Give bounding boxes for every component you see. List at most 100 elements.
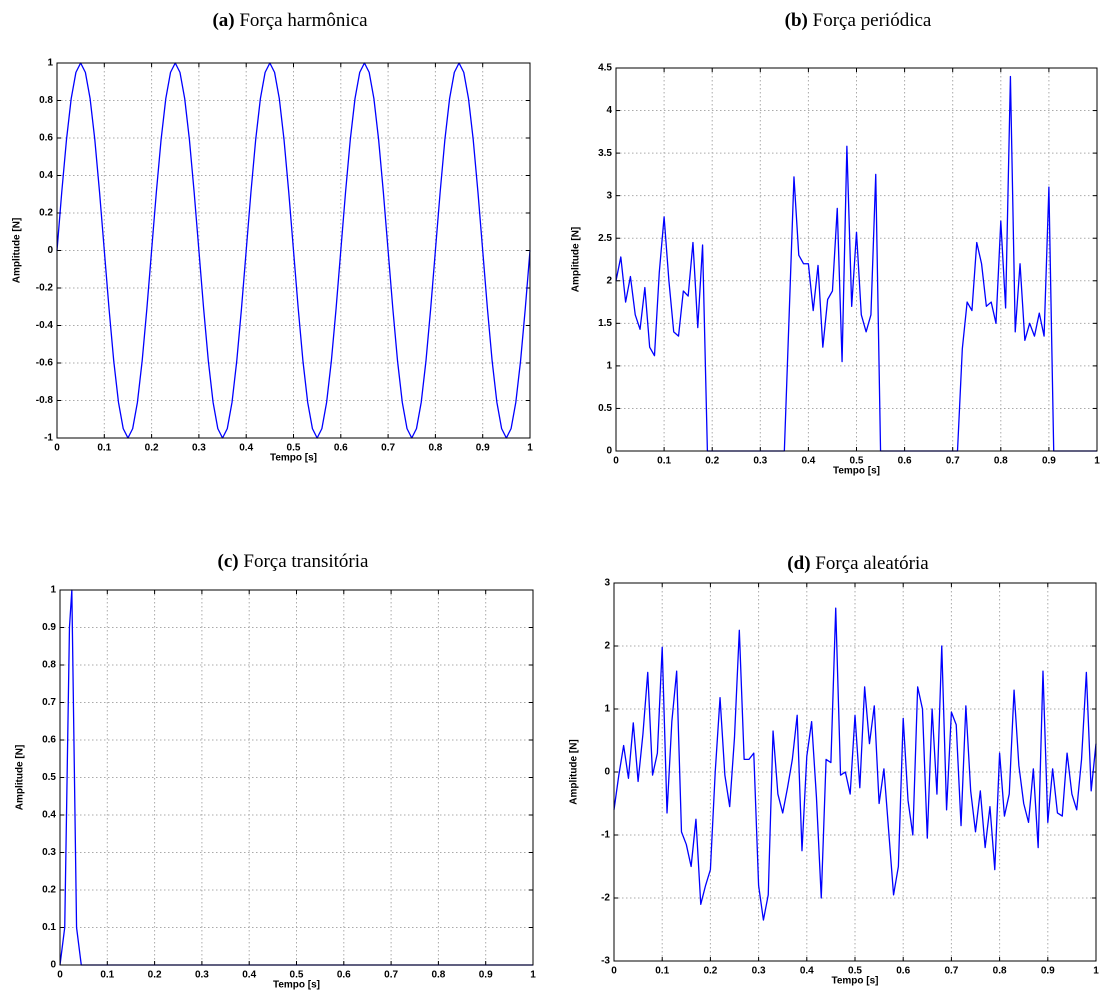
y-tick-label: -0.2 (36, 283, 54, 294)
panel-label: (d) (787, 553, 810, 574)
data-line (56, 62, 531, 439)
y-tick-label: 0.3 (42, 847, 56, 858)
y-tick-label: -1 (601, 830, 610, 841)
panel-label: (a) (212, 10, 234, 31)
x-axis-label: Tempo [s] (831, 976, 878, 987)
subplot-title: (b) Força periódica (785, 10, 932, 31)
x-tick-label: 0.2 (145, 443, 159, 454)
x-tick-label: 0.8 (994, 456, 1008, 467)
y-tick-label: 1 (47, 58, 53, 69)
y-tick-label: 0.6 (42, 735, 56, 746)
x-tick-label: 0.4 (801, 456, 815, 467)
x-tick-label: 0.3 (195, 970, 209, 981)
x-tick-label: 0 (57, 970, 63, 981)
title-text: Força periódica (813, 10, 932, 31)
y-tick-label: 0.9 (42, 622, 56, 633)
x-tick-label: 0.7 (944, 966, 958, 977)
x-tick-label: 0.8 (993, 966, 1007, 977)
y-tick-label: 3.5 (598, 148, 612, 159)
x-tick-label: 0.3 (192, 443, 206, 454)
x-tick-label: 0.6 (337, 970, 351, 981)
title-text: Força transitória (243, 551, 369, 572)
x-axis-label: Tempo [s] (273, 980, 320, 991)
subplot-title: (c) Força transitória (218, 551, 369, 572)
y-tick-label: 1 (606, 361, 612, 372)
y-tick-label: 0.4 (42, 810, 56, 821)
y-tick-label: 1 (604, 704, 610, 715)
x-tick-label: 0.8 (428, 443, 442, 454)
subplot: (a) Força harmônica 0 0.1 0.2 0.3 0.4 0.5 0.6 0.… (12, 10, 534, 463)
x-tick-label: 0.4 (242, 970, 256, 981)
x-tick-label: 0.4 (239, 443, 253, 454)
x-tick-label: 0.3 (753, 456, 767, 467)
y-tick-label: 2 (606, 275, 612, 286)
x-tick-label: 0.5 (850, 456, 864, 467)
y-tick-label: 0.5 (598, 403, 612, 414)
y-tick-label: 0.5 (42, 772, 56, 783)
y-tick-label: 0.8 (39, 95, 53, 106)
y-tick-label: -0.8 (36, 395, 54, 406)
y-tick-label: 0.4 (39, 170, 53, 181)
x-tick-label: 0.2 (148, 970, 162, 981)
x-tick-label: 0.6 (896, 966, 910, 977)
x-tick-label: 0.7 (381, 443, 395, 454)
x-tick-label: 0.8 (431, 970, 445, 981)
x-tick-label: 0 (54, 443, 60, 454)
y-tick-label: 0 (606, 446, 612, 457)
x-tick-label: 0.9 (476, 443, 490, 454)
subplot-title: (a) Força harmônica (212, 10, 368, 31)
y-tick-label: 3 (606, 190, 612, 201)
x-tick-label: 0.7 (384, 970, 398, 981)
x-axis-label: Tempo [s] (833, 466, 880, 477)
x-tick-label: 1 (527, 443, 533, 454)
y-tick-label: -2 (601, 893, 610, 904)
data-line (615, 75, 1097, 452)
x-tick-label: 0.4 (800, 966, 814, 977)
y-tick-label: 0.6 (39, 133, 53, 144)
y-tick-label: -1 (44, 433, 53, 444)
x-tick-label: 0.1 (655, 966, 669, 977)
y-axis-label: Amplitude [N] (12, 218, 23, 284)
x-tick-label: 0.5 (287, 443, 301, 454)
x-tick-label: 0 (613, 456, 619, 467)
x-tick-label: 1 (1093, 966, 1099, 977)
subplot: (b) Força periódica 0 0.1 0.2 0.3 0.4 0.5 0.6 0.… (571, 10, 1101, 476)
title-text: Força harmônica (239, 10, 368, 31)
y-tick-label: -3 (601, 956, 610, 967)
plot-area (616, 68, 1097, 451)
y-axis-label: Amplitude [N] (571, 227, 582, 293)
x-tick-label: 0.1 (97, 443, 111, 454)
x-tick-label: 0.1 (100, 970, 114, 981)
subplot: (c) Força transitória 0 0.1 0.2 0.3 0.4 0.5 0.6… (15, 551, 537, 990)
plot-frame (613, 582, 1097, 962)
y-tick-label: 0.1 (42, 922, 56, 933)
y-tick-label: 4.5 (598, 63, 612, 74)
x-tick-label: 0.6 (334, 443, 348, 454)
title-text: Força aleatória (815, 553, 929, 574)
x-tick-label: 0.1 (657, 456, 671, 467)
x-tick-label: 0.2 (703, 966, 717, 977)
plot-frame (59, 589, 534, 966)
subplot-title: (d) Força aleatória (787, 553, 929, 574)
x-tick-label: 0.9 (1041, 966, 1055, 977)
x-tick-label: 0.2 (705, 456, 719, 467)
y-tick-label: 0.7 (42, 697, 56, 708)
x-tick-label: 0 (611, 966, 617, 977)
y-tick-label: 4 (606, 105, 612, 116)
y-tick-label: 0.8 (42, 660, 56, 671)
y-tick-label: -0.4 (36, 320, 54, 331)
plot-frame (615, 67, 1098, 452)
y-tick-label: 0 (47, 245, 53, 256)
panel-label: (b) (785, 10, 808, 31)
y-tick-label: 2 (604, 641, 610, 652)
x-tick-label: 0.7 (946, 456, 960, 467)
subplot: (d) Força aleatória 0 0.1 0.2 0.3 0.4 0.5 0.6 0.… (569, 553, 1100, 986)
y-axis-label: Amplitude [N] (15, 745, 26, 811)
data-line (613, 607, 1097, 921)
x-tick-label: 0.3 (752, 966, 766, 977)
panel-label: (c) (218, 551, 239, 572)
x-tick-label: 0.9 (1042, 456, 1056, 467)
x-tick-label: 1 (530, 970, 536, 981)
